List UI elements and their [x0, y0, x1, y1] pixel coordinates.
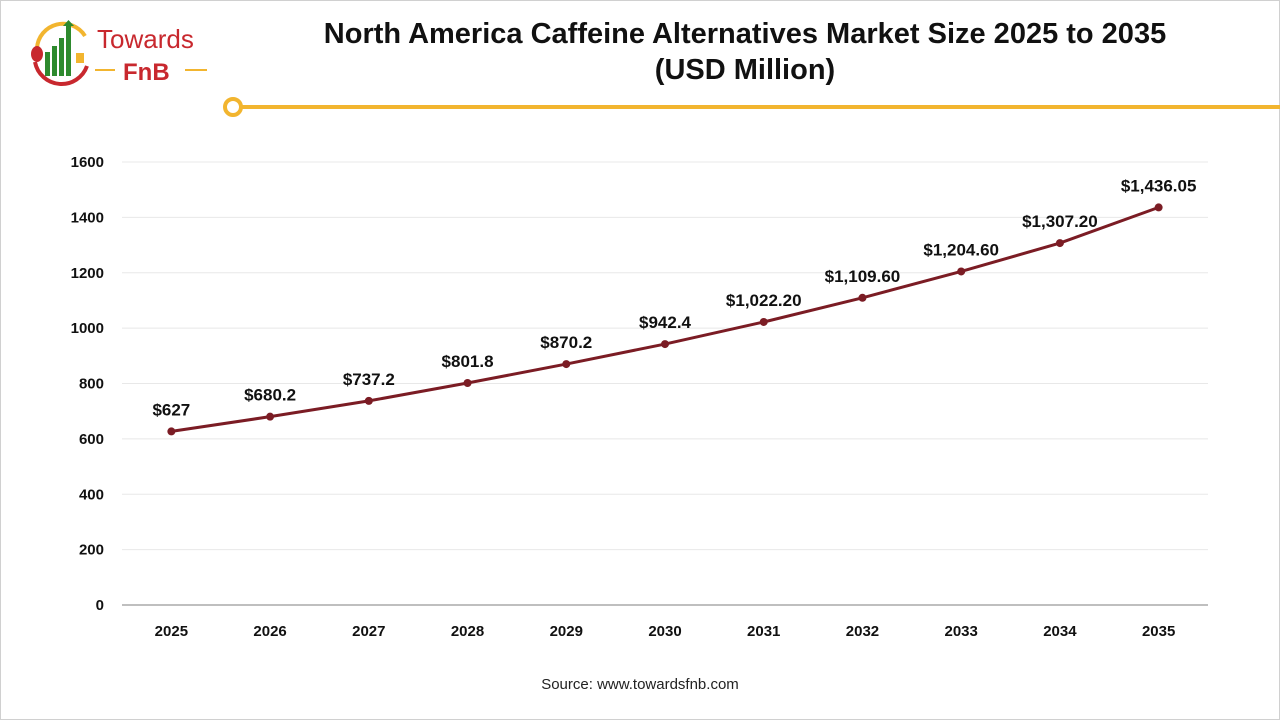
data-point [364, 396, 373, 405]
y-tick-label: 600 [79, 431, 104, 448]
x-tick-label: 2027 [352, 623, 385, 640]
y-tick-label: 800 [79, 376, 104, 393]
y-tick-label: 1600 [71, 154, 104, 171]
x-tick-label: 2033 [944, 623, 977, 640]
x-tick-label: 2025 [155, 623, 188, 640]
data-point [1055, 239, 1064, 248]
data-label: $1,307.20 [1022, 212, 1098, 231]
data-label: $801.8 [442, 352, 494, 371]
source-text: Source: www.towardsfnb.com [541, 676, 739, 693]
y-tick-label: 1200 [71, 265, 104, 282]
data-point [661, 340, 669, 349]
x-tick-label: 2028 [451, 623, 484, 640]
x-tick-label: 2032 [846, 623, 879, 640]
data-label: $1,022.20 [726, 291, 802, 310]
y-tick-label: 1400 [71, 209, 104, 226]
data-point [858, 293, 867, 302]
title-line-1: North America Caffeine Alternatives Mark… [323, 18, 1167, 50]
data-point [957, 267, 966, 276]
data-label: $627 [152, 400, 190, 419]
towards-fnb-logo: Towards FnB [31, 20, 207, 87]
data-point [1154, 203, 1163, 212]
logo-text-fnb: FnB [123, 59, 170, 86]
chart-title: North America Caffeine Alternatives Mark… [250, 16, 1240, 88]
data-label: $1,436.05 [1121, 176, 1197, 195]
data-label: $1,204.60 [923, 240, 999, 259]
data-label: $870.2 [540, 333, 592, 352]
y-tick-label: 400 [79, 486, 104, 503]
y-tick-label: 200 [79, 542, 104, 559]
data-label: $942.4 [639, 313, 692, 332]
y-tick-label: 0 [96, 597, 104, 614]
x-tick-label: 2034 [1043, 623, 1077, 640]
data-point [759, 317, 768, 326]
x-tick-label: 2026 [253, 623, 286, 640]
x-tick-label: 2031 [747, 623, 780, 640]
title-line-2: (USD Million) [654, 54, 836, 86]
data-label: $737.2 [343, 370, 395, 389]
data-label: $1,109.60 [825, 267, 901, 286]
data-point [167, 427, 176, 436]
data-label: $680.2 [244, 386, 296, 405]
data-point [562, 360, 571, 369]
x-tick-label: 2035 [1142, 623, 1175, 640]
y-tick-label: 1000 [71, 320, 104, 337]
x-tick-label: 2030 [648, 623, 681, 640]
x-tick-label: 2029 [550, 623, 583, 640]
logo-text-towards: Towards [97, 24, 194, 54]
accent-circle [223, 97, 243, 117]
data-point [463, 379, 472, 388]
data-point [266, 412, 275, 421]
